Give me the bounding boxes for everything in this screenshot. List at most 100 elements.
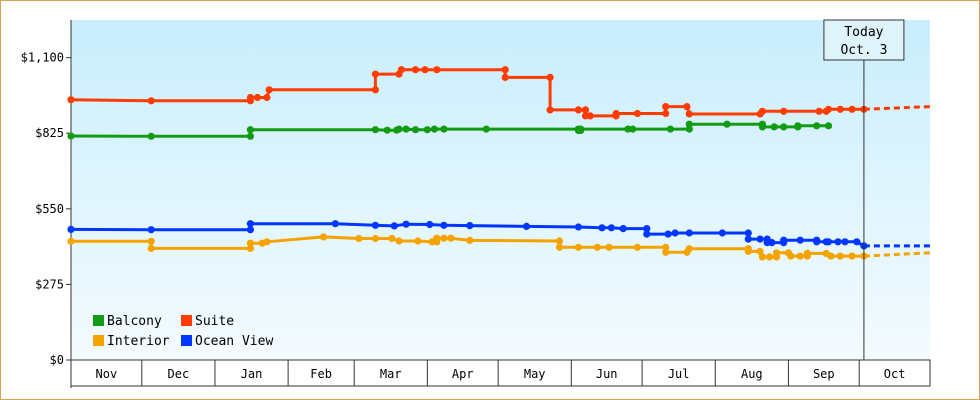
data-point-interior: [414, 237, 422, 245]
data-point-interior: [371, 234, 379, 243]
data-point-suite: [147, 97, 155, 105]
x-tick-label: Oct: [884, 367, 906, 381]
data-point-suite: [546, 73, 554, 81]
data-point-ocean-view: [718, 229, 726, 237]
x-tick-label: Mar: [380, 367, 402, 381]
data-point-balcony: [402, 125, 410, 133]
projection-line-suite: [863, 105, 931, 111]
data-point-balcony: [430, 125, 438, 133]
data-point-interior: [685, 245, 693, 253]
data-point-ocean-view: [813, 238, 821, 246]
data-point-ocean-view: [768, 239, 776, 247]
data-point-ocean-view: [796, 236, 804, 244]
data-point-suite: [612, 109, 620, 118]
today-box: [823, 19, 905, 61]
data-point-ocean-view: [643, 230, 651, 238]
data-point-suite: [758, 107, 767, 115]
x-axis-band: [70, 359, 931, 387]
legend-label-suite: Suite: [195, 314, 234, 329]
data-point-ocean-view: [147, 226, 155, 234]
data-point-interior: [744, 247, 752, 255]
legend-label-balcony: Balcony: [107, 314, 162, 329]
data-point-ocean-view: [685, 229, 693, 237]
x-tick-label: Jan: [241, 367, 263, 381]
data-point-ocean-view: [426, 220, 434, 229]
data-point-balcony: [723, 120, 731, 128]
x-tick-label: May: [524, 367, 546, 381]
series-lines: [67, 66, 931, 261]
legend-swatch-ocean-view: [181, 335, 192, 346]
data-point-ocean-view: [371, 221, 379, 229]
data-point-interior: [319, 233, 328, 241]
data-point-interior: [440, 234, 448, 242]
data-point-suite: [411, 66, 420, 74]
data-point-suite: [67, 96, 75, 104]
data-point-ocean-view: [390, 222, 398, 230]
data-point-ocean-view: [607, 224, 616, 232]
today-date: Oct. 3: [840, 43, 887, 58]
data-point-suite: [546, 106, 554, 114]
data-point-interior: [848, 252, 856, 260]
data-point-balcony: [411, 126, 420, 134]
data-point-interior: [773, 249, 781, 257]
plot-background: [71, 20, 930, 360]
data-point-balcony: [395, 125, 403, 133]
data-point-suite: [662, 103, 670, 111]
data-point-interior: [147, 244, 155, 252]
data-point-suite: [501, 66, 509, 74]
data-point-ocean-view: [331, 220, 339, 228]
data-point-suite: [581, 106, 590, 114]
data-point-balcony: [423, 126, 431, 134]
x-axis: Nov Dec Jan Feb Mar Apr May Jun Jul Aug Sep Oct: [70, 359, 931, 387]
data-point-ocean-view: [780, 236, 788, 244]
data-point-suite: [586, 112, 594, 120]
data-point-suite: [574, 106, 583, 114]
data-point-interior: [388, 234, 396, 243]
y-tick-label: $1,100: [21, 51, 64, 65]
data-point-interior: [246, 244, 254, 252]
data-point-interior: [827, 252, 835, 260]
data-point-interior: [447, 234, 455, 242]
data-point-interior: [758, 253, 767, 261]
data-point-interior: [555, 237, 564, 245]
data-point-balcony: [794, 122, 802, 130]
data-point-interior: [555, 243, 564, 251]
data-point-interior: [67, 237, 75, 245]
series-line-interior: [71, 235, 864, 259]
data-point-suite: [397, 66, 405, 74]
data-point-balcony: [482, 125, 490, 133]
data-point-suite: [836, 105, 844, 113]
data-point-ocean-view: [246, 226, 254, 234]
legend-label-ocean-view: Ocean View: [195, 334, 273, 349]
data-point-suite: [501, 73, 509, 81]
data-point-suite: [683, 103, 691, 111]
data-point-balcony: [780, 123, 788, 131]
data-point-suite: [685, 110, 693, 118]
data-point-interior: [796, 252, 804, 260]
x-tick-label: Feb: [310, 367, 332, 381]
data-point-suite: [265, 86, 273, 94]
legend-swatch-interior: [93, 335, 104, 346]
legend: Balcony Suite Interior Ocean View: [93, 314, 273, 349]
data-point-ocean-view: [824, 238, 833, 246]
data-point-ocean-view: [841, 238, 849, 246]
data-point-ocean-view: [522, 222, 531, 230]
x-tick-label: Jun: [596, 367, 618, 381]
data-point-ocean-view: [664, 230, 672, 238]
data-point-balcony: [246, 132, 254, 140]
x-tick-label: Aug: [741, 367, 763, 381]
data-point-ocean-view: [744, 229, 752, 237]
data-point-suite: [662, 109, 670, 118]
y-tick-label: $275: [35, 277, 64, 291]
data-point-interior: [395, 237, 403, 245]
data-point-balcony: [67, 132, 75, 140]
data-point-suite: [371, 70, 379, 78]
x-tick-label: Jul: [668, 367, 690, 381]
data-point-interior: [803, 249, 811, 257]
data-point-ocean-view: [834, 238, 842, 246]
data-point-suite: [246, 93, 254, 102]
data-point-interior: [466, 236, 474, 244]
legend-swatch-balcony: [93, 315, 104, 326]
data-point-balcony: [629, 125, 637, 133]
data-point-ocean-view: [853, 238, 861, 246]
